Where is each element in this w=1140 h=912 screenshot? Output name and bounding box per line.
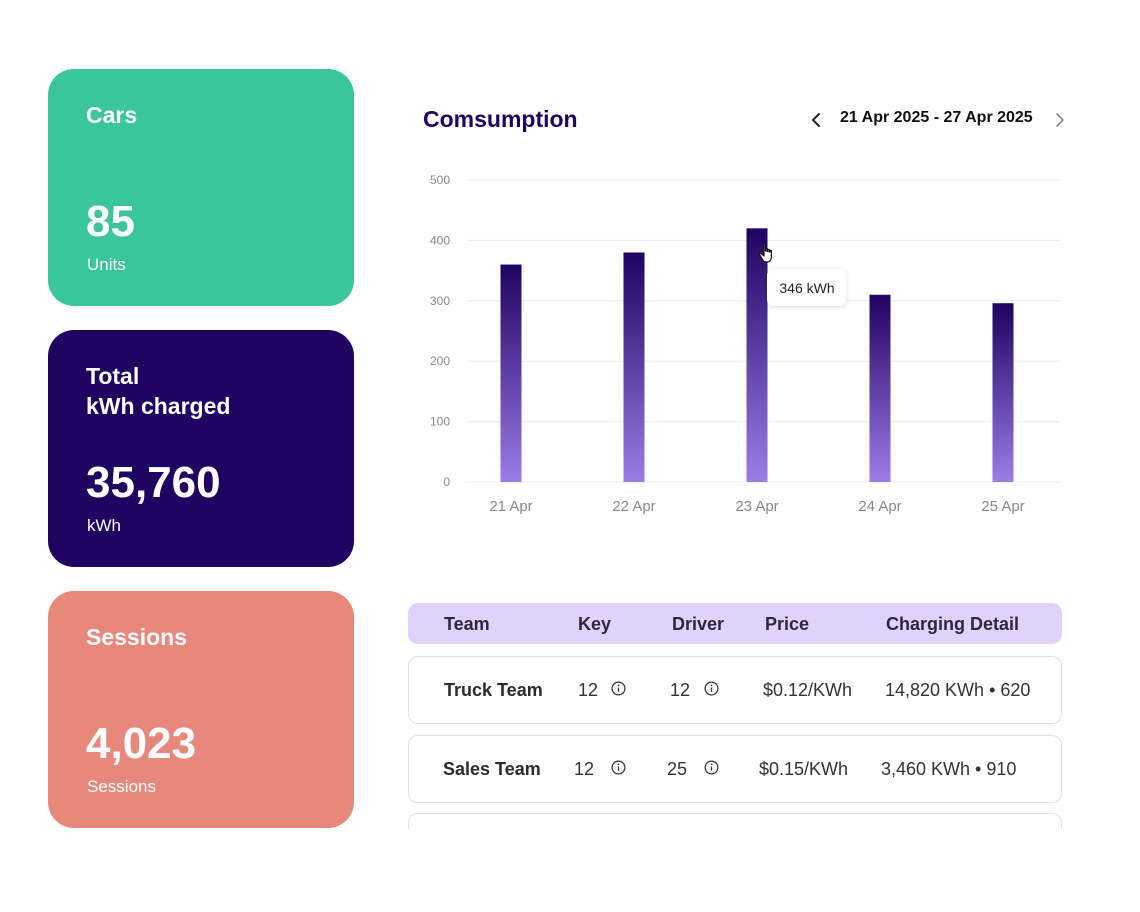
charging-detail-cell: 14,820 KWh • 620	[885, 680, 1031, 700]
chevron-left-icon[interactable]	[806, 108, 826, 132]
card-value: 35,760	[86, 458, 221, 507]
chart-title: Comsumption	[423, 106, 578, 132]
price-cell: $0.15/KWh	[759, 759, 849, 779]
key-cell: 12	[578, 680, 599, 700]
x-tick-label: 25 Apr	[981, 498, 1024, 515]
total-kwh-card[interactable]: Total kWh charged 35,760 kWh	[48, 330, 354, 567]
y-tick-label: 100	[430, 415, 450, 429]
y-tick-label: 0	[443, 475, 450, 489]
info-icon[interactable]	[611, 681, 626, 696]
table-row[interactable]: Truck Team 12 12 $0.12/KWh 14,820 KWh • …	[408, 656, 1062, 724]
bar-22-apr[interactable]	[623, 252, 645, 482]
driver-cell: 12	[670, 680, 691, 700]
date-range-navigator: 21 Apr 2025 - 27 Apr 2025	[806, 108, 1068, 132]
card-title: Sessions	[86, 624, 187, 650]
tooltip-box	[767, 269, 846, 306]
tooltip-text: 346 kWh	[779, 280, 834, 296]
y-tick-label: 500	[430, 173, 450, 187]
x-tick-label: 22 Apr	[612, 498, 655, 515]
column-header-team[interactable]: Team	[444, 614, 490, 634]
x-tick-label: 24 Apr	[858, 498, 901, 515]
card-unit: Sessions	[87, 777, 156, 796]
y-tick-label: 400	[430, 233, 450, 247]
y-tick-label: 300	[430, 294, 450, 308]
key-cell: 12	[574, 759, 595, 779]
table-header: Team Key Driver Price Charging Detail	[408, 603, 1062, 644]
team-cell: Truck Team	[444, 680, 543, 700]
price-cell: $0.12/KWh	[763, 680, 853, 700]
x-tick-label: 21 Apr	[489, 498, 532, 515]
info-icon[interactable]	[611, 760, 626, 775]
column-header-key[interactable]: Key	[578, 614, 612, 634]
sessions-card[interactable]: Sessions 4,023 Sessions	[48, 591, 354, 828]
team-cell: Sales Team	[443, 759, 541, 779]
column-header-price[interactable]: Price	[765, 614, 810, 634]
card-value: 4,023	[86, 719, 197, 768]
card-title: Cars	[86, 102, 138, 128]
y-tick-label: 200	[430, 354, 450, 368]
column-header-charging-detail[interactable]: Charging Detail	[886, 614, 1020, 634]
x-tick-label: 23 Apr	[735, 498, 778, 515]
info-icon[interactable]	[704, 760, 719, 775]
card-title: Total kWh charged	[86, 363, 231, 419]
consumption-bar-chart: 0 100 200 300 400 500 21 Apr 22 Apr 23 Apr 24 Ap…	[430, 173, 1060, 515]
bar-24-apr[interactable]	[869, 294, 891, 482]
card-unit: kWh	[87, 516, 121, 535]
cars-card[interactable]: Cars 85 Units	[48, 69, 354, 306]
date-range-label[interactable]: 21 Apr 2025 - 27 Apr 2025	[840, 109, 1033, 126]
bar-25-apr[interactable]	[992, 303, 1014, 482]
bar-21-apr[interactable]	[500, 264, 522, 482]
column-header-driver[interactable]: Driver	[672, 614, 725, 634]
info-icon[interactable]	[704, 681, 719, 696]
table-row[interactable]: Sales Team 12 25 $0.15/KWh 3,460 KWh • 9…	[408, 735, 1062, 803]
charging-detail-cell: 3,460 KWh • 910	[881, 759, 1017, 779]
card-unit: Units	[87, 255, 126, 274]
hand-pointer-icon	[758, 242, 772, 263]
table-row-partial	[400, 813, 1080, 829]
driver-cell: 25	[667, 759, 688, 779]
chevron-right-icon[interactable]	[1050, 108, 1070, 132]
bar-23-apr[interactable]	[746, 228, 768, 482]
card-value: 85	[86, 197, 135, 246]
